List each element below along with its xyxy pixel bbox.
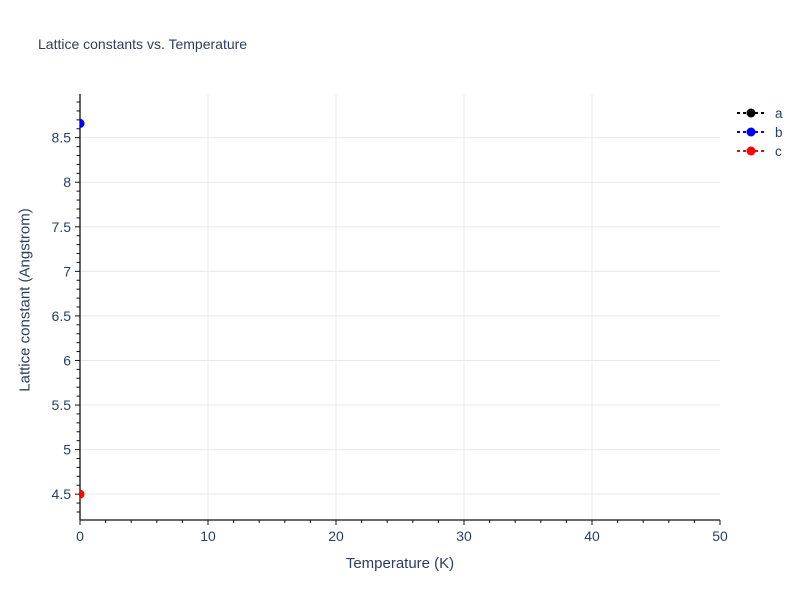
y-axis-title: Lattice constant (Angstrom) [16, 208, 34, 392]
y-tick-label: 7 [63, 263, 71, 279]
legend-item-c[interactable]: c [737, 144, 782, 159]
x-tick-label: 50 [712, 528, 728, 544]
x-tick-label: 40 [584, 528, 600, 544]
y-tick-label: 5.5 [52, 397, 72, 413]
legend-label-b: b [775, 125, 783, 140]
y-tick-label: 4.5 [52, 486, 72, 502]
legend-item-b[interactable]: b [737, 125, 783, 140]
y-tick-label: 8 [63, 174, 71, 190]
y-tick-label: 6 [63, 352, 71, 368]
y-tick-label: 7.5 [52, 219, 72, 235]
x-tick-label: 20 [328, 528, 344, 544]
y-tick-label: 6.5 [52, 308, 72, 324]
legend: abc [737, 106, 783, 159]
legend-marker-c [746, 146, 756, 156]
x-axis-title: Temperature (K) [345, 555, 455, 572]
gridlines [80, 94, 720, 520]
legend-item-a[interactable]: a [737, 106, 783, 121]
y-tick-label: 8.5 [52, 130, 72, 146]
x-tick-label: 30 [456, 528, 472, 544]
legend-label-c: c [775, 144, 782, 159]
axis-ticks [75, 101, 721, 525]
y-tick-label: 5 [63, 442, 71, 458]
chart-title: Lattice constants vs. Temperature [38, 36, 248, 52]
point-b [80, 118, 85, 128]
legend-marker-a [746, 108, 756, 118]
data-points [80, 118, 85, 499]
legend-label-a: a [775, 106, 783, 121]
point-c [80, 489, 85, 499]
x-tick-label: 10 [200, 528, 216, 544]
legend-marker-b [746, 127, 756, 137]
x-tick-label: 0 [76, 528, 84, 544]
tick-labels: 0 10 20 30 40 50 4.5 5 5.5 6 6.5 7 7.5 8 8.5 [52, 130, 728, 544]
